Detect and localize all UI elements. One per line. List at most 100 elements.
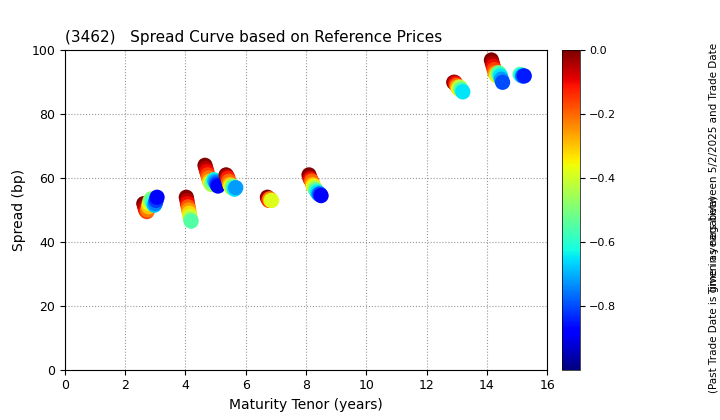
Point [181,194,192,201]
Point [185,218,197,225]
Point [309,184,320,191]
Point [314,191,325,197]
Point [490,69,501,76]
Point [310,187,322,194]
Point [230,184,241,191]
Point [208,176,220,183]
Point [210,178,221,185]
Point [488,66,500,73]
Point [313,191,325,197]
Point [181,200,193,207]
Point [497,79,508,86]
Point [492,71,503,78]
Point [310,186,321,193]
Point [204,179,216,186]
Point [221,173,233,180]
Point [145,197,156,204]
Point [143,203,154,210]
Point [143,200,155,207]
Point [148,202,160,209]
Point [222,175,234,181]
Point [315,192,327,199]
Point [265,197,276,204]
Point [140,207,151,213]
Point [307,181,318,188]
Point [183,207,194,213]
Point [266,197,277,204]
Point [305,176,317,183]
Point [210,179,222,186]
Point [150,200,161,207]
Point [199,162,211,169]
Point [142,207,153,213]
Point [181,197,193,204]
Point [303,171,315,178]
Point [307,183,319,189]
Point [456,87,467,94]
Point [448,79,459,86]
Point [486,57,498,63]
Point [211,181,222,188]
Point [453,85,464,92]
Point [225,183,236,189]
Point [145,195,157,202]
Point [514,71,526,78]
Text: (Past Trade Date is given as negative): (Past Trade Date is given as negative) [709,195,719,393]
Point [220,171,232,178]
Point [212,183,224,189]
Point [306,178,318,185]
Point [182,203,194,210]
Point [495,76,507,82]
Point [223,178,235,185]
Point [312,189,323,196]
Point [141,208,153,215]
Y-axis label: Spread (bp): Spread (bp) [12,169,26,251]
Point [487,60,498,66]
Point [487,63,499,70]
Point [454,84,466,90]
Point [518,73,530,79]
Point [491,73,503,79]
Point [449,79,460,86]
Point [200,165,212,172]
Point [455,85,467,92]
Point [493,69,505,76]
Point [261,194,273,201]
Point [185,216,197,223]
Point [450,81,462,87]
Point [150,197,162,204]
X-axis label: Maturity Tenor (years): Maturity Tenor (years) [229,398,383,412]
Point [490,71,502,78]
Point [206,181,217,188]
Point [204,178,215,185]
Point [262,195,274,202]
Point [264,195,276,202]
Point [207,178,219,185]
Text: Time in years between 5/2/2025 and Trade Date: Time in years between 5/2/2025 and Trade… [709,42,719,294]
Point [304,175,315,181]
Point [148,200,159,207]
Point [452,84,464,90]
Point [494,71,505,78]
Point [228,184,239,191]
Point [451,82,462,89]
Point [184,210,195,217]
Point [201,168,212,175]
Point [226,184,238,191]
Point [516,73,528,79]
Point [203,175,215,181]
Point [263,197,274,204]
Point [139,203,150,210]
Point [151,194,163,201]
Point [184,213,196,220]
Point [457,89,469,95]
Point [138,200,150,207]
Point [202,171,213,178]
Point [495,73,506,79]
Point [516,72,527,79]
Point [517,73,528,79]
Text: (3462)   Spread Curve based on Reference Prices: (3462) Spread Curve based on Reference P… [65,30,442,45]
Point [224,181,235,188]
Point [207,179,218,186]
Point [229,186,240,193]
